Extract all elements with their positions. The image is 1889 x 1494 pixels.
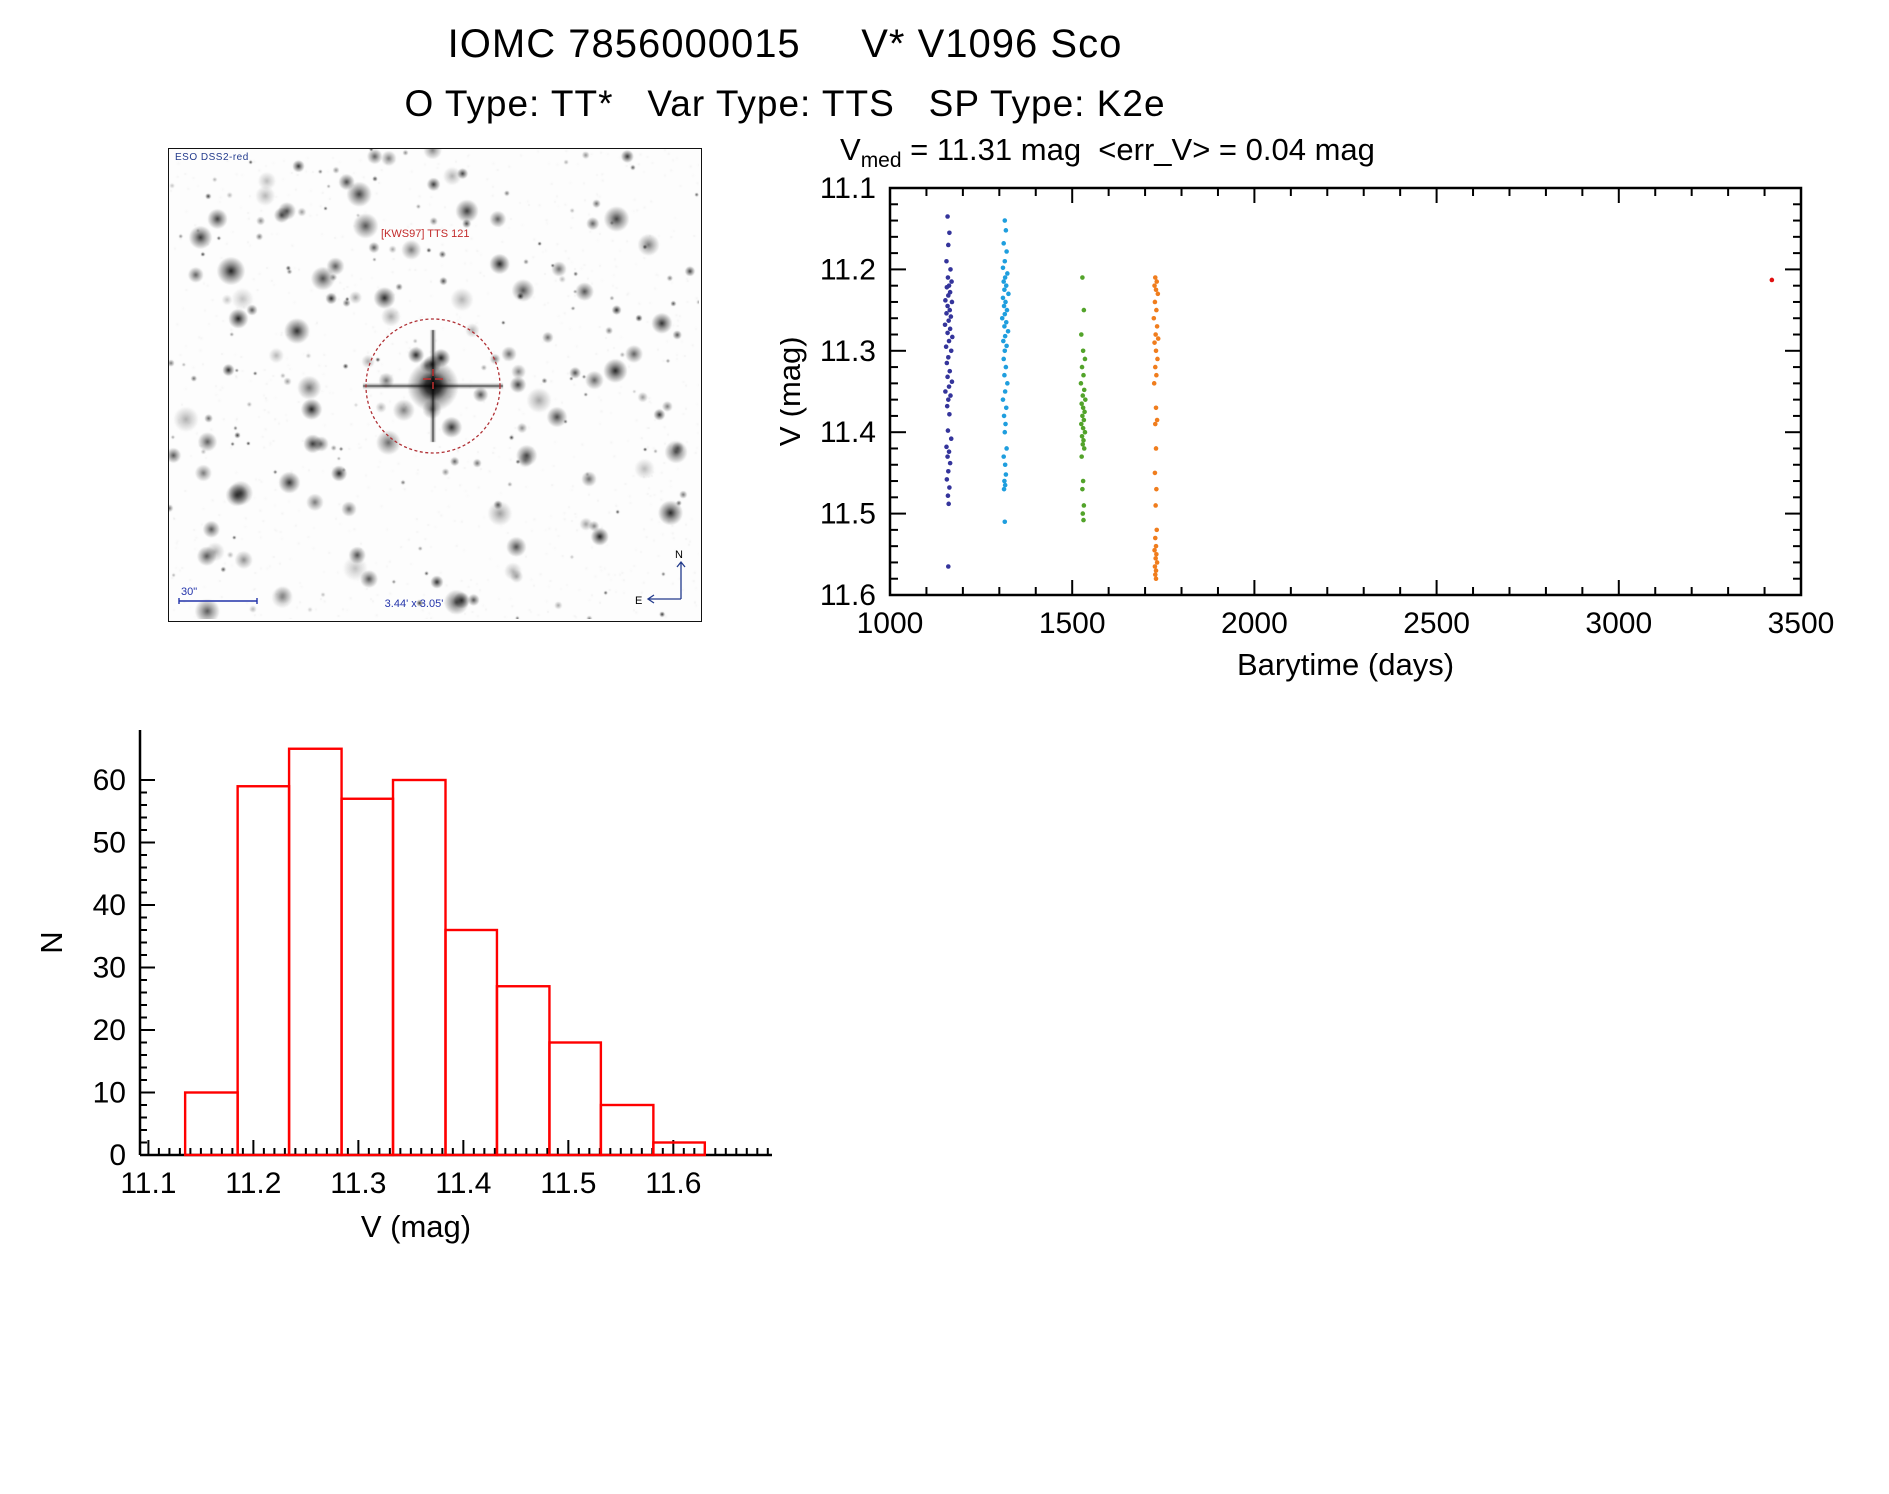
compass-east-label: E <box>635 595 642 607</box>
page-header: IOMC 7856000015 V* V1096 Sco O Type: TT*… <box>0 22 1570 125</box>
svg-text:11.3: 11.3 <box>330 1167 386 1200</box>
svg-text:11.5: 11.5 <box>540 1167 596 1200</box>
vmed-subscript: med <box>860 149 902 173</box>
hist-bar <box>340 797 395 1157</box>
lc-series-epoch-5 <box>1769 277 1775 283</box>
lightcurve-plot: Vmed = 11.31 mag <err_V> = 0.04 mag 1000… <box>772 130 1870 715</box>
hist-bar <box>183 1091 239 1157</box>
svg-text:60: 60 <box>93 764 126 797</box>
svg-text:11.4: 11.4 <box>820 416 876 449</box>
target-circle <box>365 318 501 454</box>
hist-axes <box>138 730 772 1157</box>
svg-text:2000: 2000 <box>1221 607 1288 640</box>
north-arrow-icon <box>676 560 686 599</box>
scale-label: 30" <box>181 586 198 598</box>
svg-text:10: 10 <box>93 1077 126 1110</box>
lc-xlabel: Barytime (days) <box>1237 647 1454 682</box>
lc-series-epoch-2 <box>999 218 1011 525</box>
hist-bar <box>599 1103 655 1157</box>
svg-text:11.3: 11.3 <box>820 335 876 368</box>
hist-bar <box>444 928 499 1157</box>
hist-bar <box>287 747 343 1157</box>
hist-bar <box>236 785 291 1157</box>
hist-bar <box>391 778 447 1157</box>
finding-chart-overlay: N E <box>178 318 686 607</box>
lc-series-epoch-3 <box>1078 275 1088 523</box>
hist-bar <box>548 1041 603 1157</box>
lc-axes <box>888 186 1803 597</box>
svg-text:3500: 3500 <box>1768 607 1835 640</box>
svg-text:11.4: 11.4 <box>435 1167 491 1200</box>
svg-text:11.1: 11.1 <box>820 172 876 205</box>
lightcurve-svg: 1000 1500 2000 2500 3000 3500 11.1 11.2 11.3 11.4… <box>772 172 1835 682</box>
svg-text:2500: 2500 <box>1403 607 1470 640</box>
svg-text:3000: 3000 <box>1585 607 1652 640</box>
vmed-value-text: = 11.31 mag <err_V> = 0.04 mag <box>901 132 1375 167</box>
lightcurve-title: Vmed = 11.31 mag <err_V> = 0.04 mag <box>840 132 1375 173</box>
fov-label: 3.44' x 3.05' <box>384 598 444 610</box>
scale-bar <box>178 598 258 604</box>
svg-text:1500: 1500 <box>1039 607 1106 640</box>
histogram-plot: 11.1 11.2 11.3 11.4 11.5 11.6 0 10 20 30 40 50 60 V (… <box>30 715 840 1290</box>
lc-data-points <box>942 214 1775 582</box>
svg-text:11.2: 11.2 <box>225 1167 281 1200</box>
svg-text:50: 50 <box>93 827 126 860</box>
histogram-svg: 11.1 11.2 11.3 11.4 11.5 11.6 0 10 20 30 40 50 60 V (… <box>34 730 772 1244</box>
lc-ylabel: V (mag) <box>780 336 807 446</box>
svg-text:11.6: 11.6 <box>820 579 876 612</box>
compass-north-label: N <box>675 549 683 561</box>
svg-text:1000: 1000 <box>857 607 924 640</box>
svg-text:30: 30 <box>93 952 126 985</box>
lc-tick-labels: 1000 1500 2000 2500 3000 3500 11.1 11.2 11.3 11.4… <box>772 172 1835 682</box>
svg-text:0: 0 <box>109 1139 126 1172</box>
finding-chart: N E ESO DSS2-red [KWS97] TTS 121 30" 3.4… <box>168 148 702 622</box>
vmed-symbol: V <box>840 132 861 167</box>
target-label: [KWS97] TTS 121 <box>381 228 470 240</box>
crosshair-icon <box>423 369 443 389</box>
east-arrow-icon <box>646 594 681 604</box>
svg-text:40: 40 <box>93 889 126 922</box>
hist-tick-labels: 11.1 11.2 11.3 11.4 11.5 11.6 0 10 20 30 40 50 60 V (… <box>34 764 701 1244</box>
lc-series-epoch-1 <box>942 214 955 569</box>
lc-series-epoch-4 <box>1151 275 1161 582</box>
svg-text:11.2: 11.2 <box>820 253 876 286</box>
svg-text:11.1: 11.1 <box>120 1167 176 1200</box>
hist-bars <box>183 747 707 1157</box>
survey-label: ESO DSS2-red <box>175 152 249 163</box>
svg-text:20: 20 <box>93 1014 126 1047</box>
svg-text:11.5: 11.5 <box>820 498 876 531</box>
sky-image <box>169 149 699 619</box>
hist-bar <box>495 985 551 1157</box>
hist-xlabel: V (mag) <box>361 1209 471 1244</box>
hist-ylabel: N <box>34 931 69 953</box>
hist-bar <box>652 1141 707 1157</box>
svg-text:11.6: 11.6 <box>645 1167 701 1200</box>
page-subtitle: O Type: TT* Var Type: TTS SP Type: K2e <box>404 83 1166 124</box>
page-title: IOMC 7856000015 V* V1096 Sco <box>447 22 1123 66</box>
